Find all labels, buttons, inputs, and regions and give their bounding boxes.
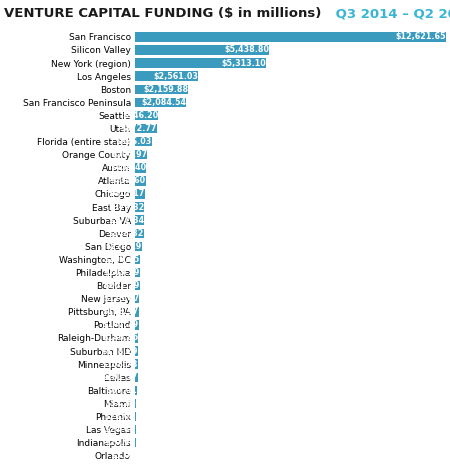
Text: $2,561.03: $2,561.03 [153, 71, 198, 81]
Text: $459.40: $459.40 [110, 163, 146, 172]
Text: $2,084.54: $2,084.54 [141, 98, 186, 107]
Bar [135, 124, 157, 133]
Bar [135, 215, 144, 225]
Bar [135, 333, 139, 343]
Text: $101.57: $101.57 [101, 373, 137, 382]
Bar [135, 163, 146, 172]
Text: $5.00: $5.00 [110, 451, 135, 460]
Bar [135, 255, 140, 264]
Text: $201.29: $201.29 [104, 281, 140, 290]
Bar [135, 294, 140, 304]
Text: $128.29: $128.29 [102, 347, 138, 355]
Text: $69.01: $69.01 [106, 386, 137, 395]
Text: $26.00: $26.00 [105, 412, 135, 421]
Bar [135, 281, 140, 290]
Text: $5,438.80: $5,438.80 [224, 45, 269, 55]
Bar [135, 347, 138, 356]
Bar [135, 58, 266, 68]
Text: $158.97: $158.97 [103, 307, 139, 316]
Bar [135, 189, 145, 198]
Bar [135, 32, 446, 42]
Bar [135, 241, 142, 251]
Bar [135, 360, 138, 369]
Bar [135, 111, 158, 120]
Text: $946.20: $946.20 [122, 111, 158, 120]
Text: $147.79: $147.79 [103, 320, 139, 329]
Text: $500.97: $500.97 [111, 150, 147, 159]
Bar [135, 386, 137, 395]
Bar [135, 98, 186, 107]
Text: $434.60: $434.60 [109, 177, 146, 185]
Text: $686.03: $686.03 [116, 137, 152, 146]
Bar [135, 85, 188, 94]
Bar [135, 176, 146, 185]
Text: $108.78: $108.78 [101, 360, 138, 368]
Bar [135, 137, 152, 146]
Bar [135, 268, 140, 277]
Text: $872.77: $872.77 [120, 124, 157, 133]
Bar [135, 373, 138, 382]
Bar [135, 399, 136, 408]
Text: $412.17: $412.17 [109, 190, 145, 198]
Bar [135, 307, 139, 317]
Bar [135, 71, 198, 81]
Text: $203.29: $203.29 [104, 268, 140, 277]
Bar [135, 320, 139, 330]
Text: $209.35: $209.35 [104, 255, 140, 264]
Text: $279.19: $279.19 [106, 242, 142, 251]
Text: $379.32: $379.32 [108, 203, 144, 212]
Text: $173.87: $173.87 [103, 294, 139, 303]
Text: $12,621.65: $12,621.65 [396, 32, 446, 42]
Text: $24.65: $24.65 [105, 425, 135, 434]
Bar [135, 45, 269, 55]
Text: $2,159.88: $2,159.88 [143, 85, 188, 94]
Text: VENTURE CAPITAL FUNDING ($ in millions): VENTURE CAPITAL FUNDING ($ in millions) [4, 7, 322, 20]
Bar [135, 202, 144, 212]
Text: $377.34: $377.34 [108, 216, 144, 225]
Bar [135, 228, 144, 238]
Text: $34.85: $34.85 [105, 399, 136, 408]
Text: $20.95: $20.95 [105, 438, 135, 447]
Text: $348.32: $348.32 [107, 229, 144, 238]
Bar [135, 150, 147, 159]
Text: Q3 2014 – Q2 2015: Q3 2014 – Q2 2015 [331, 7, 450, 20]
Text: $140.85: $140.85 [102, 333, 139, 342]
Text: $5,313.10: $5,313.10 [221, 58, 266, 68]
